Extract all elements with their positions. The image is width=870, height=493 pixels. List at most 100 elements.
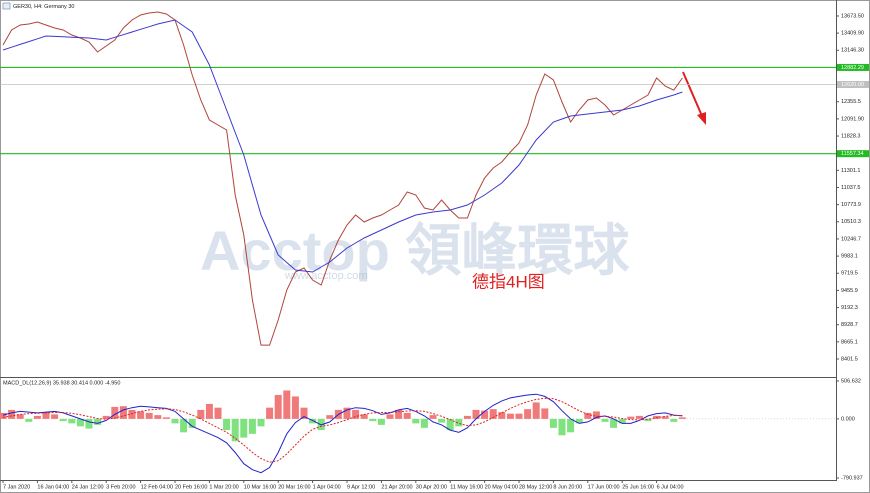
y-tick-label: 9455.9	[841, 288, 858, 294]
histogram-bar	[584, 412, 592, 419]
series-line	[2, 19, 683, 273]
y-tick-label: -790.937	[841, 475, 863, 481]
histogram-bar	[274, 394, 282, 419]
histogram-bar	[25, 418, 33, 422]
arrow-head	[697, 112, 706, 125]
histogram-bar	[429, 415, 437, 419]
histogram-bar	[59, 418, 67, 422]
watermark-url: www.acctop.com	[284, 270, 368, 282]
histogram-bar	[76, 418, 84, 427]
x-tick-label: 12 Feb 04:00	[141, 484, 173, 490]
histogram-bar	[601, 418, 609, 422]
x-tick-label: 24 Jan 12:00	[72, 484, 104, 490]
y-tick-label: 10246.7	[841, 236, 861, 242]
histogram-bar	[309, 418, 317, 424]
histogram-bar	[446, 418, 454, 431]
y-tick-label: 11301.1	[841, 168, 860, 174]
histogram-bar	[162, 417, 170, 419]
series-line	[2, 11, 683, 346]
histogram-bar	[644, 418, 652, 422]
histogram-bar	[532, 402, 540, 419]
y-tick-label: 13146.30	[841, 48, 864, 54]
histogram-bar	[506, 413, 514, 419]
histogram-bar	[291, 396, 299, 419]
y-tick-label: 9719.5	[841, 271, 858, 277]
histogram-bar	[248, 418, 256, 434]
level-tag	[837, 63, 869, 71]
x-tick-label: 16 Jan 04:00	[37, 484, 69, 490]
arrow	[682, 71, 703, 117]
histogram-bar	[463, 415, 471, 419]
current-price-label: 12620.00	[841, 82, 864, 88]
y-tick-label: 8928.7	[841, 322, 858, 328]
series-line	[2, 397, 683, 463]
histogram-bar	[395, 409, 403, 419]
watermark: Acctop 領峰環球	[200, 219, 630, 282]
x-tick-label: 9 Apr 12:00	[347, 484, 375, 490]
histogram-bar	[481, 410, 489, 419]
histogram-bar	[678, 417, 686, 419]
histogram-bar	[119, 406, 127, 419]
histogram-bar	[498, 412, 506, 419]
level-label: 12882.29	[841, 65, 864, 71]
macd-title: MACD_DL(12,26,9) 35.938 30.414 0.000 -4.…	[3, 380, 120, 386]
x-tick-label: 28 May 12:00	[519, 484, 552, 490]
histogram-bar	[455, 418, 463, 427]
y-tick-label: 9192.3	[841, 305, 858, 311]
x-tick-label: 17 Jun 00:00	[588, 484, 620, 490]
histogram-bar	[128, 409, 136, 419]
histogram-bar	[171, 418, 179, 424]
histogram-bar	[661, 416, 669, 419]
histogram-bar	[541, 408, 549, 419]
y-tick-label: 8665.1	[841, 339, 858, 345]
series-line	[2, 393, 683, 474]
histogram-bar	[205, 403, 213, 419]
histogram-bar	[214, 407, 222, 419]
histogram-bar	[670, 418, 678, 422]
histogram-bar	[197, 409, 205, 419]
y-tick-label: 11828.3	[841, 133, 860, 139]
y-tick-label: 13409.90	[841, 31, 864, 37]
x-tick-label: 1 Mar 20:00	[209, 484, 238, 490]
histogram-bar	[524, 409, 532, 419]
histogram-bar	[592, 411, 600, 419]
histogram-bar	[111, 406, 119, 419]
y-tick-label: 13673.50	[841, 13, 864, 19]
histogram-bar	[266, 407, 274, 419]
y-tick-label: 9983.1	[841, 254, 858, 260]
histogram-bar	[420, 418, 428, 428]
histogram-bar	[145, 412, 153, 419]
x-tick-label: 7 Jan 2020	[3, 484, 30, 490]
histogram-bar	[635, 415, 643, 419]
histogram-bar	[343, 407, 351, 419]
y-tick-label: 8401.5	[841, 356, 858, 362]
histogram-bar	[283, 390, 291, 419]
x-tick-label: 3 Feb 20:00	[106, 484, 135, 490]
x-tick-label: 21 Apr 20:00	[381, 484, 412, 490]
level-label: 11557.34	[841, 151, 864, 157]
x-tick-label: 6 Jul 04:00	[657, 484, 684, 490]
histogram-bar	[85, 418, 93, 429]
current-price-tag	[837, 81, 869, 89]
y-tick-label: 506.632	[841, 378, 861, 384]
x-tick-label: 20 Feb 16:00	[175, 484, 207, 490]
x-tick-label: 30 Apr 20:00	[416, 484, 447, 490]
histogram-bar	[240, 418, 248, 438]
histogram-bar	[154, 415, 162, 419]
histogram-bar	[377, 418, 385, 425]
histogram-bar	[515, 413, 523, 419]
chart-title: GER30, H4: Germany 30	[13, 4, 74, 10]
histogram-bar	[369, 418, 377, 422]
histogram-bar	[326, 415, 334, 419]
y-tick-label: 11037.5	[841, 185, 860, 191]
histogram-bar	[257, 418, 265, 427]
x-tick-label: 8 Jun 20:00	[553, 484, 582, 490]
histogram-bar	[472, 409, 480, 419]
x-tick-label: 10 Mar 16:00	[244, 484, 276, 490]
histogram-bar	[549, 418, 557, 428]
y-tick-label: 10773.9	[841, 202, 861, 208]
histogram-bar	[610, 418, 618, 428]
y-tick-label: 12091.90	[841, 116, 864, 122]
y-tick-label: 10510.3	[841, 219, 861, 225]
